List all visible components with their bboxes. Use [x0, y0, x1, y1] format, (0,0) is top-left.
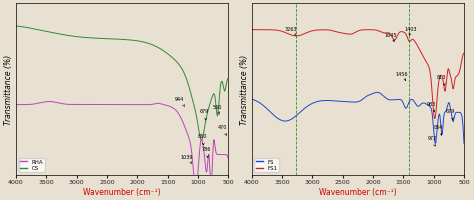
Text: 1645: 1645 [385, 33, 397, 42]
Text: 679: 679 [200, 109, 209, 120]
Text: 470: 470 [0, 199, 1, 200]
Text: 1403: 1403 [405, 27, 418, 36]
Text: 983: 983 [427, 101, 436, 112]
Legend: FS, FS1: FS, FS1 [255, 158, 279, 172]
Y-axis label: Transmittance (%): Transmittance (%) [4, 55, 13, 125]
Text: 786: 786 [201, 146, 210, 158]
Y-axis label: Transmittance (%): Transmittance (%) [240, 55, 249, 125]
Text: 3263: 3263 [285, 27, 297, 37]
Text: 864: 864 [434, 124, 443, 136]
Text: 813: 813 [437, 75, 446, 86]
Text: 944: 944 [175, 96, 184, 107]
Text: 972: 972 [428, 135, 437, 146]
Text: 560: 560 [213, 104, 222, 115]
Text: 470: 470 [218, 124, 227, 136]
Text: 1456: 1456 [396, 72, 409, 81]
Text: 1039: 1039 [180, 154, 193, 164]
Legend: RHA, CS: RHA, CS [18, 158, 45, 172]
Text: 679: 679 [446, 109, 455, 120]
Text: 860: 860 [197, 134, 207, 145]
X-axis label: Wavenumber (cm⁻¹): Wavenumber (cm⁻¹) [319, 187, 397, 196]
X-axis label: Wavenumber (cm⁻¹): Wavenumber (cm⁻¹) [83, 187, 161, 196]
